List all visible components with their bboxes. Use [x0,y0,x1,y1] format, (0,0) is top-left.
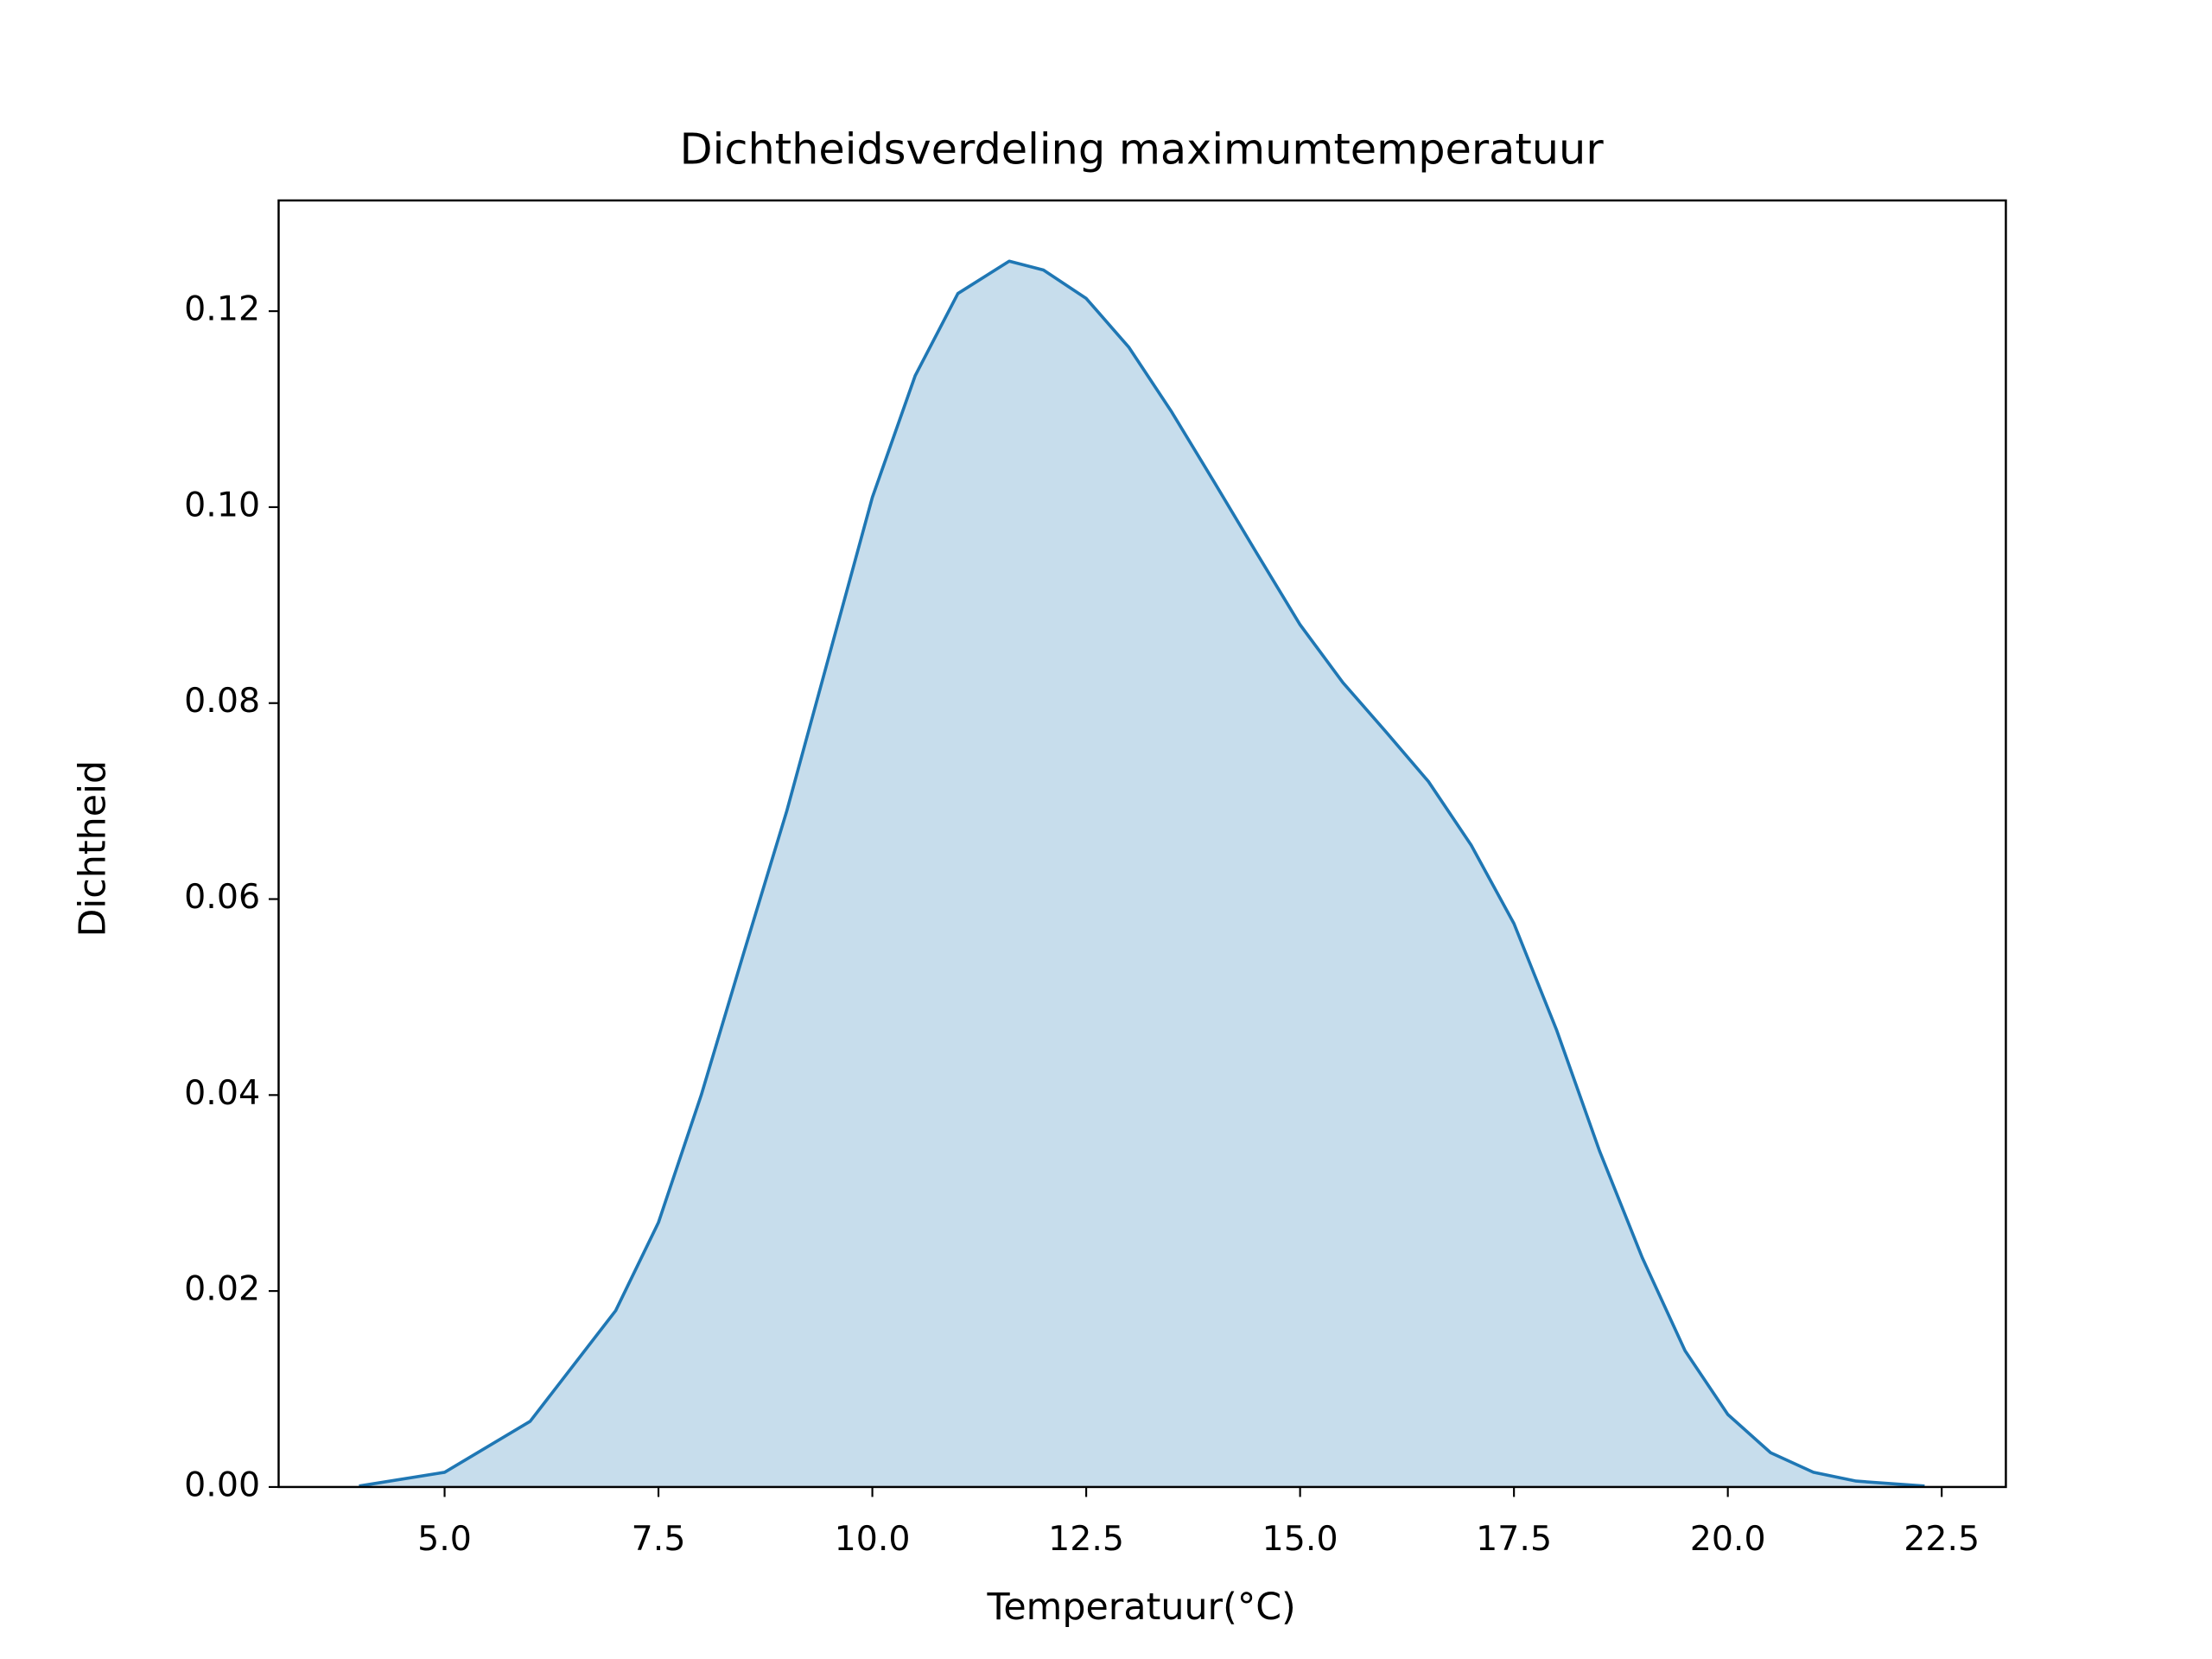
x-tick-label: 7.5 [632,1519,686,1559]
y-axis-label: Dichtheid [72,760,115,938]
x-tick-label: 12.5 [1048,1519,1124,1559]
x-tick-label: 22.5 [1904,1519,1980,1559]
y-tick-label: 0.02 [184,1269,260,1309]
x-tick-label: 15.0 [1262,1519,1338,1559]
density-area [359,261,1925,1487]
x-tick-label: 5.0 [417,1519,472,1559]
y-tick-label: 0.08 [184,681,260,721]
y-tick-label: 0.10 [184,485,260,524]
plot-frame [277,199,2007,1489]
chart-title: Dichtheidsverdeling maximumtemperatuur [680,124,1605,175]
y-tick-label: 0.04 [184,1073,260,1113]
x-tick-label: 10.0 [835,1519,911,1559]
y-tick-label: 0.00 [184,1465,260,1504]
x-axis-label: Temperatuur(°C) [987,1586,1296,1629]
density-line [359,259,1925,1488]
x-tick-label: 20.0 [1690,1519,1766,1559]
y-tick-label: 0.12 [184,289,260,329]
y-tick-label: 0.06 [184,877,260,917]
x-tick-label: 17.5 [1476,1519,1552,1559]
